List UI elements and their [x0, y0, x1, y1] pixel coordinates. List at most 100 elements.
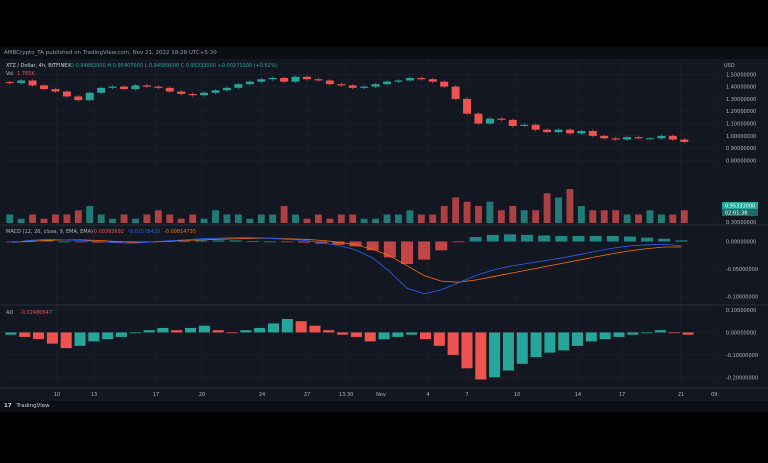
volume-bar	[143, 214, 151, 223]
volume-bar	[406, 210, 414, 223]
volume-legend-label[interactable]: Vol	[6, 71, 13, 77]
ad-bar	[392, 332, 404, 337]
macd-hist-bar	[332, 241, 345, 245]
ad-bar	[102, 332, 114, 340]
candle-body	[314, 79, 323, 81]
candle-body	[360, 86, 369, 88]
macd-legend-label[interactable]: MACD (12, 26, close, 9, EMA, EMA)	[6, 229, 93, 235]
time-tick-label: 17	[619, 392, 625, 398]
macd-hist-bar	[229, 240, 242, 242]
footer-brand[interactable]: TradingView	[16, 403, 50, 409]
macd-hist-bar	[589, 236, 602, 242]
ad-bar	[585, 332, 597, 342]
candle-body	[474, 113, 483, 124]
ad-bar	[157, 327, 169, 333]
ad-bar	[115, 332, 127, 337]
price-tick-label: 1.20000000	[726, 109, 756, 115]
ad-bar	[254, 327, 266, 333]
ad-bar	[143, 330, 155, 333]
volume-bar	[349, 214, 357, 223]
macd-line-value: -0.01578420	[128, 229, 160, 235]
ad-bar	[281, 318, 293, 333]
volume-bar	[395, 214, 402, 223]
ad-bar	[406, 332, 418, 335]
ad-bar	[19, 332, 31, 337]
volume-bar	[657, 214, 665, 223]
candle-body	[497, 118, 506, 120]
candle-body	[268, 78, 277, 80]
candle-body	[222, 87, 231, 91]
macd-hist-bar	[572, 236, 585, 242]
ad-legend-label[interactable]: AD	[6, 310, 13, 316]
signal-line	[12, 237, 682, 283]
ad-bar	[74, 332, 86, 346]
volume-bar	[74, 210, 82, 223]
macd-hist-bar	[40, 240, 53, 242]
macd-hist-value: -0.00393692	[92, 229, 124, 235]
volume-bar	[532, 210, 540, 223]
volume-bar	[680, 210, 688, 223]
ad-bar	[337, 332, 349, 335]
candle-body	[62, 91, 71, 97]
ad-bar	[309, 325, 321, 333]
volume-bar	[97, 214, 105, 223]
time-tick-label: 09:	[711, 392, 719, 398]
macd-hist-bar	[58, 241, 71, 243]
macd-hist-bar	[486, 234, 499, 242]
volume-bar	[555, 197, 562, 223]
candle-body	[154, 86, 163, 88]
macd-hist-bar	[75, 241, 88, 243]
volume-bar	[635, 214, 642, 223]
macd-hist-bar	[521, 234, 534, 242]
candle-body	[417, 78, 426, 80]
macd-hist-bar	[658, 238, 671, 242]
ad-tick-label: 0.10000000	[726, 308, 756, 314]
candle-body	[531, 124, 540, 130]
candle-body	[668, 135, 677, 140]
symbol-legend[interactable]: XTZ / Dollar, 4h, BITFINEX	[6, 63, 71, 69]
macd-hist-bar	[212, 240, 225, 242]
ad-bar	[419, 332, 432, 340]
last-price-value: 0.95333000	[725, 204, 755, 210]
candle-body	[645, 138, 654, 140]
macd-hist-bar	[641, 237, 654, 242]
candle-body	[588, 130, 597, 136]
ad-bar	[654, 330, 666, 333]
macd-hist-bar	[401, 241, 414, 265]
volume-bar	[669, 214, 677, 223]
candle-body	[634, 137, 643, 139]
chart-frame	[0, 47, 768, 412]
candle-body	[680, 139, 689, 142]
candle-body	[234, 84, 243, 88]
macd-hist-bar	[349, 241, 362, 247]
candle-body	[371, 84, 380, 87]
candle-body	[543, 129, 552, 133]
ad-bar	[226, 332, 238, 334]
time-tick-label: 10	[54, 392, 60, 398]
ad-bar	[641, 332, 653, 334]
candle-body	[325, 80, 334, 85]
ad-bar	[5, 332, 17, 335]
ad-bar	[364, 332, 376, 342]
ad-bar	[185, 327, 197, 333]
time-tick-label: 27	[304, 392, 310, 398]
volume-bar	[177, 218, 185, 223]
macd-histogram	[6, 234, 688, 265]
macd-hist-bar	[418, 241, 431, 260]
price-tick-label: 1.50000000	[726, 72, 756, 78]
candle-body	[405, 78, 414, 81]
volume-bar	[646, 210, 654, 223]
macd-hist-bar	[109, 241, 122, 243]
volume-bar	[120, 214, 128, 223]
volume-bar	[497, 210, 505, 223]
candle-body	[131, 85, 140, 90]
time-tick-label: 4	[426, 392, 429, 398]
candle-body	[257, 79, 266, 82]
candle-body	[142, 85, 151, 87]
ad-bar	[530, 332, 542, 358]
ad-bar	[433, 332, 445, 346]
volume-bar	[566, 189, 574, 223]
volume-bar	[326, 218, 334, 223]
volume-bar	[383, 214, 391, 223]
